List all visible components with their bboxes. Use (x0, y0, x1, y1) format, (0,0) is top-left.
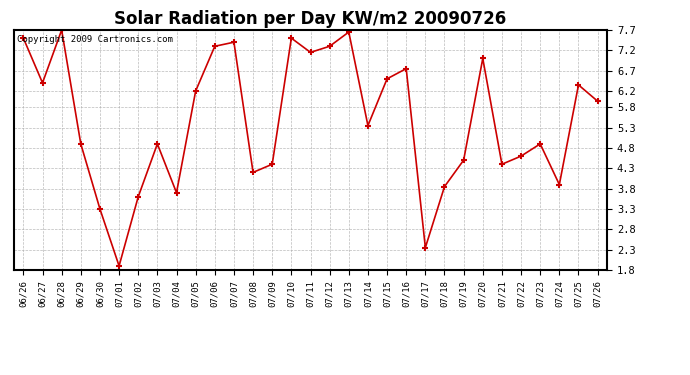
Text: Copyright 2009 Cartronics.com: Copyright 2009 Cartronics.com (17, 35, 172, 44)
Title: Solar Radiation per Day KW/m2 20090726: Solar Radiation per Day KW/m2 20090726 (115, 10, 506, 28)
